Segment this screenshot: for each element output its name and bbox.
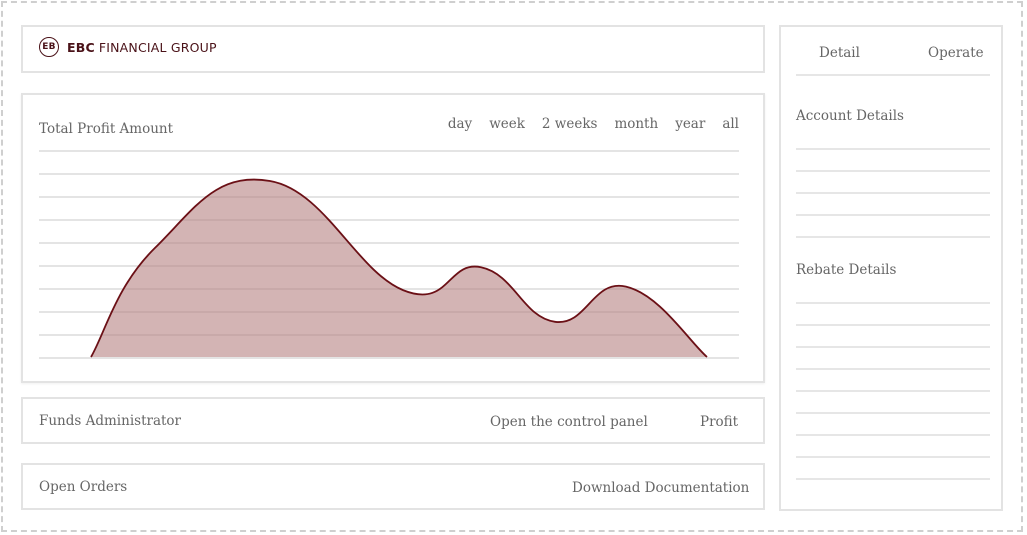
logo-mark-icon: EB bbox=[39, 37, 59, 57]
tab-2-weeks[interactable]: 2 weeks bbox=[541, 116, 598, 132]
profit-area-chart bbox=[39, 150, 739, 359]
account-row bbox=[796, 236, 990, 238]
open-control-panel-link[interactable]: Open the control panel bbox=[490, 414, 648, 430]
rebate-row bbox=[796, 434, 990, 436]
account-details-heading: Account Details bbox=[796, 108, 904, 124]
logo-brand: EBC bbox=[67, 39, 95, 55]
download-documentation-link[interactable]: Download Documentation bbox=[572, 480, 750, 496]
account-row bbox=[796, 192, 990, 194]
account-row bbox=[796, 170, 990, 172]
tab-all[interactable]: all bbox=[722, 116, 739, 132]
logo-name: FINANCIAL GROUP bbox=[98, 39, 217, 55]
account-row bbox=[796, 148, 990, 150]
rebate-row bbox=[796, 456, 990, 458]
rebate-row bbox=[796, 412, 990, 414]
funds-administrator-row: Funds Administrator Open the control pan… bbox=[21, 397, 765, 444]
header-bar: EB EBC FINANCIAL GROUP bbox=[21, 25, 765, 73]
open-orders-row: Open Orders Download Documentation bbox=[21, 463, 765, 510]
tab-week[interactable]: week bbox=[489, 116, 525, 132]
tab-month[interactable]: month bbox=[614, 116, 659, 132]
rebate-row bbox=[796, 478, 990, 480]
account-row bbox=[796, 214, 990, 216]
funds-administrator-label: Funds Administrator bbox=[39, 413, 182, 429]
rebate-details-heading: Rebate Details bbox=[796, 262, 897, 278]
chart-title: Total Profit Amount bbox=[39, 121, 174, 137]
logo[interactable]: EB EBC FINANCIAL GROUP bbox=[39, 37, 217, 57]
rebate-row bbox=[796, 302, 990, 304]
period-tabs: day week 2 weeks month year all bbox=[448, 116, 739, 132]
sidebar-divider bbox=[796, 74, 990, 76]
operate-tab[interactable]: Operate bbox=[928, 45, 984, 61]
open-orders-label: Open Orders bbox=[39, 479, 128, 495]
profit-link[interactable]: Profit bbox=[700, 414, 739, 430]
detail-tab[interactable]: Detail bbox=[819, 45, 860, 61]
rebate-row bbox=[796, 324, 990, 326]
tab-year[interactable]: year bbox=[675, 116, 706, 132]
chart-area-fill bbox=[91, 179, 707, 357]
details-sidebar: Detail Operate Account Details Rebate De… bbox=[779, 25, 1003, 511]
chart-series-line bbox=[90, 178, 708, 358]
tab-day[interactable]: day bbox=[447, 116, 473, 132]
profit-chart-panel: Total Profit Amount day week 2 weeks mon… bbox=[21, 93, 765, 383]
rebate-row bbox=[796, 368, 990, 370]
rebate-row bbox=[796, 346, 990, 348]
rebate-row bbox=[796, 390, 990, 392]
